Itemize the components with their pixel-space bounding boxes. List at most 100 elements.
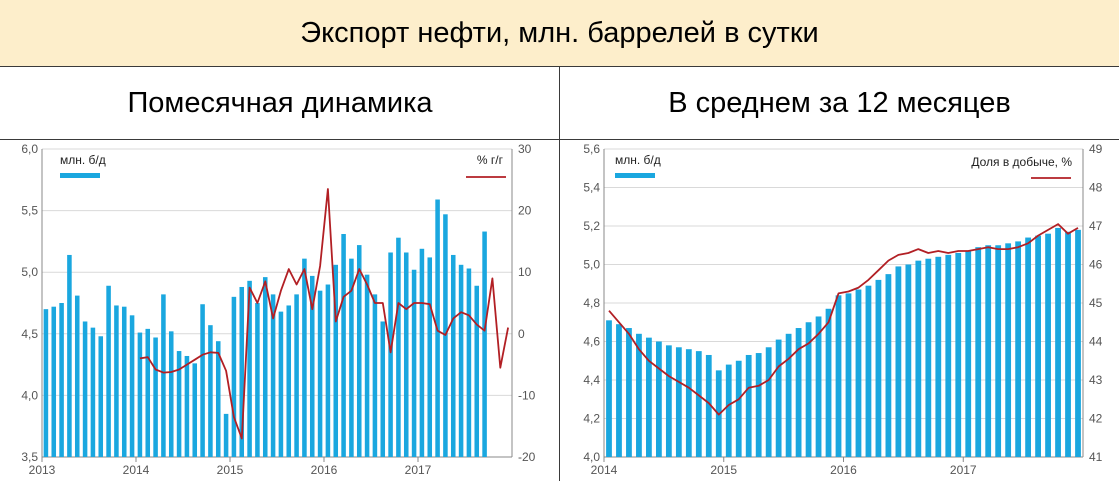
bar-0-39	[349, 258, 354, 457]
bar-1-35	[955, 252, 962, 457]
y-tick-label-left: 5,5	[21, 204, 38, 218]
y-tick-label-left: 4,8	[583, 296, 600, 310]
legend-label-line: Доля в добыче, %	[971, 155, 1072, 169]
y-tick-label-right: 49	[1089, 142, 1103, 156]
y-tick-label-left: 5,0	[583, 258, 600, 272]
bar-0-49	[427, 257, 433, 457]
y-tick-label-right: 20	[518, 204, 532, 218]
bar-1-44	[1045, 233, 1051, 457]
bar-0-30	[278, 311, 284, 457]
bar-0-24	[231, 296, 237, 457]
bar-1-41	[1015, 241, 1022, 457]
bar-0-25	[239, 286, 245, 457]
bar-0-8	[106, 285, 111, 457]
bar-0-48	[419, 248, 425, 457]
bar-1-37	[975, 247, 982, 457]
bar-1-19	[795, 328, 802, 457]
x-tick-label: 2015	[710, 463, 737, 477]
bar-0-3	[67, 254, 72, 457]
y-tick-label-left: 5,6	[583, 142, 600, 156]
y-tick-label-right: 10	[518, 265, 532, 279]
bar-0-32	[294, 294, 299, 457]
bar-0-40	[356, 245, 362, 457]
bar-1-15	[755, 353, 762, 457]
bar-1-28	[885, 274, 892, 457]
y-tick-label-left: 6,0	[21, 142, 38, 156]
bar-0-19	[192, 363, 198, 457]
bar-1-46	[1065, 231, 1071, 457]
legend-label-bars: млн. б/д	[60, 153, 106, 167]
bar-1-1	[616, 324, 622, 457]
bar-0-2	[59, 303, 64, 457]
y-tick-label-right: 0	[518, 327, 525, 341]
x-tick-label: 2017	[950, 463, 977, 477]
bar-0-1	[51, 306, 57, 457]
bar-1-26	[865, 285, 872, 457]
bar-0-45	[396, 237, 401, 457]
bar-0-15	[161, 294, 166, 457]
bar-0-29	[270, 294, 276, 457]
bar-1-40	[1005, 243, 1012, 457]
bar-1-18	[785, 333, 792, 457]
bar-0-5	[82, 321, 88, 457]
bar-1-20	[805, 322, 812, 457]
bar-0-37	[333, 264, 339, 457]
bar-1-36	[965, 251, 972, 457]
bar-0-6	[90, 327, 96, 457]
line-series-1	[608, 223, 1079, 416]
y-tick-label-right: 45	[1089, 296, 1103, 310]
bar-0-11	[129, 315, 135, 457]
y-tick-label-right: 30	[518, 142, 532, 156]
monthly-export-chart: 3,5 -20 4,0 -10 4,5 0 5,0 10 5,5 20 6,0 30 2013 2014 2…	[21, 142, 536, 477]
bar-0-53	[458, 264, 464, 457]
y-tick-label-left: 4,0	[583, 450, 600, 464]
bar-0-42	[372, 294, 378, 457]
bar-1-3	[636, 333, 642, 457]
bar-0-16	[168, 331, 174, 457]
bar-0-26	[247, 280, 252, 457]
bar-0-43	[380, 321, 386, 457]
y-tick-label-right: 41	[1089, 450, 1103, 464]
bar-0-31	[286, 305, 292, 457]
bar-1-24	[845, 293, 852, 457]
x-tick-label: 2016	[830, 463, 857, 477]
bar-1-32	[925, 258, 932, 457]
bar-1-9	[695, 351, 702, 457]
legend-swatch-bars	[60, 173, 100, 178]
y-tick-label-left: 4,6	[583, 335, 600, 349]
y-tick-label-right: -10	[518, 388, 536, 402]
x-tick-label: 2015	[217, 463, 244, 477]
bar-1-10	[705, 354, 712, 457]
bar-1-31	[915, 260, 922, 457]
bar-1-25	[855, 289, 862, 457]
bar-0-4	[74, 295, 80, 457]
chart-banner-title: Экспорт нефти, млн. баррелей в сутки	[0, 0, 1119, 67]
bar-1-6	[665, 345, 672, 457]
bar-0-27	[255, 303, 260, 457]
x-tick-label: 2016	[311, 463, 338, 477]
bar-0-13	[145, 328, 151, 457]
bar-0-44	[388, 252, 393, 457]
bar-0-18	[184, 355, 190, 457]
y-tick-label-left: 3,5	[21, 450, 38, 464]
bar-0-54	[466, 268, 472, 457]
bar-1-4	[646, 337, 652, 457]
bar-0-56	[482, 231, 487, 457]
bar-0-14	[153, 337, 158, 457]
bar-1-5	[655, 341, 662, 457]
bar-1-33	[935, 256, 942, 457]
panel-title-12m-average: В среднем за 12 месяцев	[560, 67, 1119, 140]
bar-1-43	[1035, 235, 1041, 457]
bar-1-39	[995, 245, 1002, 457]
y-tick-label-right: 43	[1089, 373, 1103, 387]
bar-1-22	[825, 308, 832, 457]
bar-0-22	[215, 341, 221, 457]
bar-0-33	[302, 258, 307, 457]
y-tick-label-left: 4,4	[583, 373, 600, 387]
bar-1-30	[905, 264, 912, 457]
bar-0-41	[364, 274, 370, 457]
bar-0-34	[309, 275, 315, 457]
y-tick-label-left: 5,4	[583, 181, 600, 195]
x-tick-label: 2014	[591, 463, 618, 477]
y-tick-label-right: 44	[1089, 335, 1103, 349]
